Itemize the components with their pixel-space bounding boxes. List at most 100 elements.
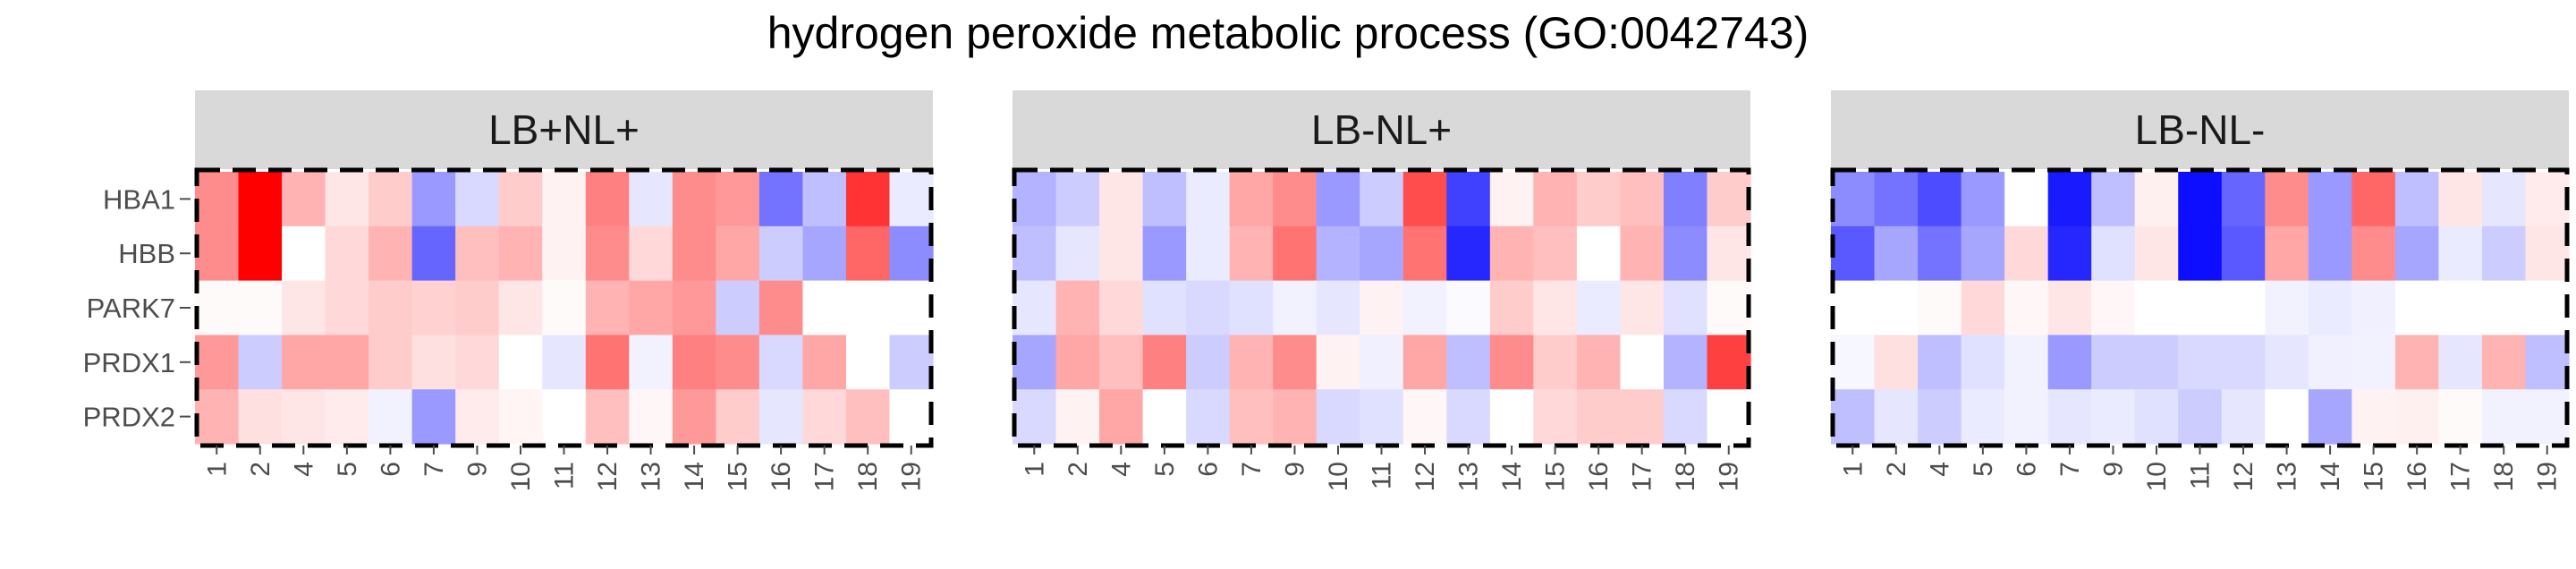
facet-label: LB-NL- (2135, 106, 2266, 153)
x-tick-label: 12 (593, 462, 623, 491)
heatmap-cell (282, 172, 326, 227)
heatmap-cell (2481, 225, 2527, 282)
x-tick-label: 19 (2533, 462, 2563, 491)
heatmap-cell (2525, 225, 2570, 282)
heatmap-cell (1273, 389, 1318, 445)
heatmap-cell (1918, 335, 1962, 390)
heatmap-cell (1360, 389, 1404, 445)
heatmap-cell (1013, 280, 1057, 335)
heatmap-cell (542, 389, 587, 445)
heatmap-cell (2481, 280, 2527, 335)
heatmap-cell (455, 225, 500, 282)
heatmap-cell (498, 172, 543, 227)
heatmap-cell (1918, 225, 1962, 282)
heatmap-cell (1099, 335, 1144, 390)
heatmap-cell (2047, 172, 2092, 227)
x-tick-label: 19 (1715, 462, 1744, 491)
heatmap-cell (1533, 225, 1578, 282)
heatmap-cell (629, 335, 674, 390)
x-tick-label: 14 (1497, 462, 1527, 491)
heatmap-cell (2351, 225, 2396, 282)
heatmap-cell (282, 225, 326, 282)
heatmap-cell (2178, 172, 2223, 227)
heatmap-cell (2004, 389, 2049, 445)
heatmap-cell (716, 389, 760, 445)
heatmap-cell (1186, 172, 1231, 227)
heatmap-cell (2525, 280, 2570, 335)
heatmap-cell (498, 389, 543, 445)
heatmap-cell (2047, 225, 2092, 282)
heatmap-cell (1316, 335, 1360, 390)
heatmap-cell (1099, 172, 1144, 227)
heatmap-cell (195, 172, 240, 227)
heatmap-cell (325, 225, 369, 282)
heatmap-cell (2134, 225, 2179, 282)
heatmap-cell (1273, 225, 1318, 282)
chart-title: hydrogen peroxide metabolic process (GO:… (767, 8, 1809, 58)
heatmap-cell (2438, 335, 2483, 390)
heatmap-cell (1360, 172, 1404, 227)
heatmap-cell (1142, 172, 1187, 227)
heatmap-cell (672, 225, 716, 282)
heatmap-cell (1229, 389, 1274, 445)
heatmap-cell (1533, 389, 1578, 445)
x-tick-label: 11 (2186, 462, 2216, 489)
x-tick-label: 5 (333, 462, 362, 477)
heatmap-cell (2438, 280, 2483, 335)
heatmap-cell (1874, 280, 1919, 335)
heatmap-cell (1576, 280, 1622, 335)
x-tick-label: 9 (2098, 462, 2128, 477)
heatmap-cell (2134, 389, 2179, 445)
heatmap-cell (1273, 172, 1318, 227)
heatmap-cell (2004, 280, 2049, 335)
heatmap-cell (2134, 280, 2179, 335)
heatmap-cell (629, 172, 674, 227)
heatmap-cell (1099, 225, 1144, 282)
heatmap-cell (238, 172, 283, 227)
heatmap-cell (1402, 172, 1447, 227)
x-tick-label: 1 (1838, 462, 1868, 477)
heatmap-cell (889, 280, 934, 335)
heatmap-cell (2481, 335, 2527, 390)
heatmap-cell (1620, 172, 1665, 227)
heatmap-cell (2308, 280, 2352, 335)
heatmap-cell (238, 280, 283, 335)
heatmap-cell (195, 225, 240, 282)
heatmap-cell (1316, 389, 1360, 445)
heatmap-cell (1489, 335, 1534, 390)
heatmap-cell (325, 280, 369, 335)
heatmap-cell (2525, 172, 2570, 227)
heatmap-cell (1663, 335, 1708, 390)
heatmap-cell (1013, 335, 1057, 390)
x-tick-label: 18 (1671, 462, 1700, 491)
heatmap-cell (672, 280, 716, 335)
heatmap-cell (411, 389, 456, 445)
heatmap-cell (1402, 225, 1447, 282)
heatmap-cell (238, 225, 283, 282)
heatmap-cell (2134, 172, 2179, 227)
x-tick-label: 13 (2273, 462, 2302, 491)
heatmap-cell (369, 335, 413, 390)
heatmap-cell (2265, 335, 2309, 390)
heatmap-cell (1013, 389, 1057, 445)
heatmap-cell (758, 335, 804, 390)
heatmap-cell (1186, 389, 1231, 445)
heatmap-cell (2047, 335, 2092, 390)
x-tick-label: 7 (1237, 462, 1267, 477)
heatmap-cell (1402, 335, 1447, 390)
heatmap-cell (1142, 335, 1187, 390)
x-tick-label: 18 (2489, 462, 2519, 491)
heatmap-cell (2091, 389, 2136, 445)
heatmap-cell (369, 225, 413, 282)
x-tick-label: 17 (810, 462, 840, 491)
heatmap-cell (1055, 225, 1100, 282)
heatmap-cell (1055, 335, 1100, 390)
heatmap-cell (1663, 389, 1708, 445)
heatmap-cell (1533, 172, 1578, 227)
heatmap-cell (195, 280, 240, 335)
heatmap-cell (845, 172, 891, 227)
heatmap-cell (498, 335, 543, 390)
heatmap-cell (2221, 172, 2266, 227)
x-tick-label: 4 (1106, 462, 1136, 477)
